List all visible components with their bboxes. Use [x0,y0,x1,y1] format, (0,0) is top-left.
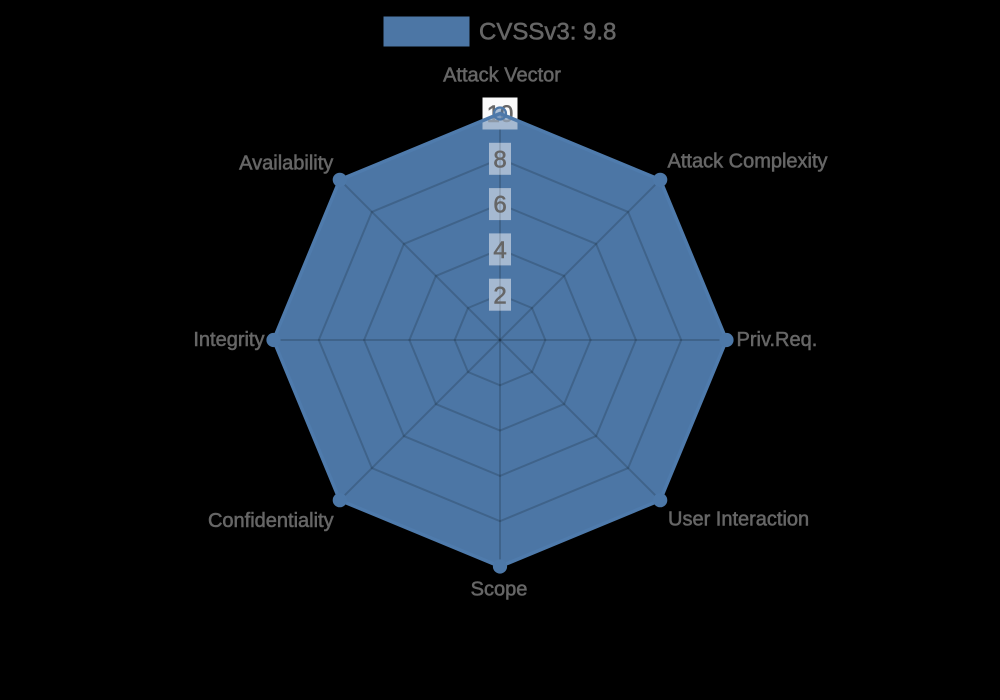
svg-text:Availability: Availability [239,153,333,175]
svg-text:6: 6 [493,192,506,219]
svg-text:Confidentiality: Confidentiality [208,510,334,532]
svg-text:Scope: Scope [471,578,528,600]
svg-text:Priv.Req.: Priv.Req. [737,329,818,351]
svg-text:Integrity: Integrity [193,329,264,351]
svg-text:8: 8 [493,146,506,173]
svg-text:Attack Vector: Attack Vector [443,65,561,87]
svg-text:Attack Complexity: Attack Complexity [668,150,828,172]
svg-text:CVSSv3: 9.8: CVSSv3: 9.8 [479,19,616,46]
svg-text:User Interaction: User Interaction [668,509,809,531]
svg-text:4: 4 [493,237,506,264]
svg-text:2: 2 [493,282,506,309]
